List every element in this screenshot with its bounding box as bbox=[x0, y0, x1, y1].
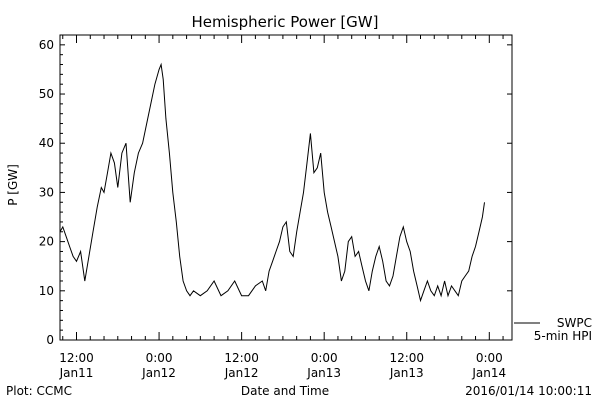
y-tick-label: 0 bbox=[46, 333, 54, 347]
x-tick-date-label: Jan11 bbox=[59, 366, 94, 380]
x-tick-time-label: 12:00 bbox=[59, 351, 94, 365]
y-tick-label: 50 bbox=[39, 87, 54, 101]
x-tick-time-label: 0:00 bbox=[146, 351, 173, 365]
x-tick-time-label: 12:00 bbox=[389, 351, 424, 365]
x-tick-date-label: Jan14 bbox=[471, 366, 506, 380]
y-tick-label: 30 bbox=[39, 185, 54, 199]
x-tick-date-label: Jan13 bbox=[306, 366, 341, 380]
x-axis: 12:00Jan110:00Jan1212:00Jan120:00Jan1312… bbox=[59, 35, 506, 380]
footer-timestamp: 2016/01/14 10:00:11 bbox=[465, 384, 592, 398]
x-tick-date-label: Jan12 bbox=[141, 366, 176, 380]
y-tick-label: 10 bbox=[39, 284, 54, 298]
legend-entry-5min-hpi: 5-min HPI bbox=[534, 329, 592, 343]
x-tick-date-label: Jan13 bbox=[389, 366, 424, 380]
y-tick-label: 20 bbox=[39, 235, 54, 249]
y-tick-label: 40 bbox=[39, 136, 54, 150]
y-tick-label: 60 bbox=[39, 38, 54, 52]
series-layer bbox=[59, 62, 485, 303]
x-tick-time-label: 0:00 bbox=[311, 351, 338, 365]
y-axis-label: P [GW] bbox=[6, 164, 20, 206]
footer-credit: Plot: CCMC bbox=[6, 384, 72, 398]
x-axis-label: Date and Time bbox=[241, 384, 329, 398]
series-line-5min-hpi bbox=[59, 62, 485, 303]
x-tick-date-label: Jan12 bbox=[224, 366, 259, 380]
chart-title: Hemispheric Power [GW] bbox=[192, 13, 379, 31]
plot-frame bbox=[59, 34, 513, 341]
x-tick-time-label: 12:00 bbox=[224, 351, 259, 365]
y-axis: 0 10 20 30 40 50 60 bbox=[39, 38, 512, 347]
legend-entry-swpc: SWPC bbox=[557, 316, 592, 330]
x-tick-time-label: 0:00 bbox=[476, 351, 503, 365]
